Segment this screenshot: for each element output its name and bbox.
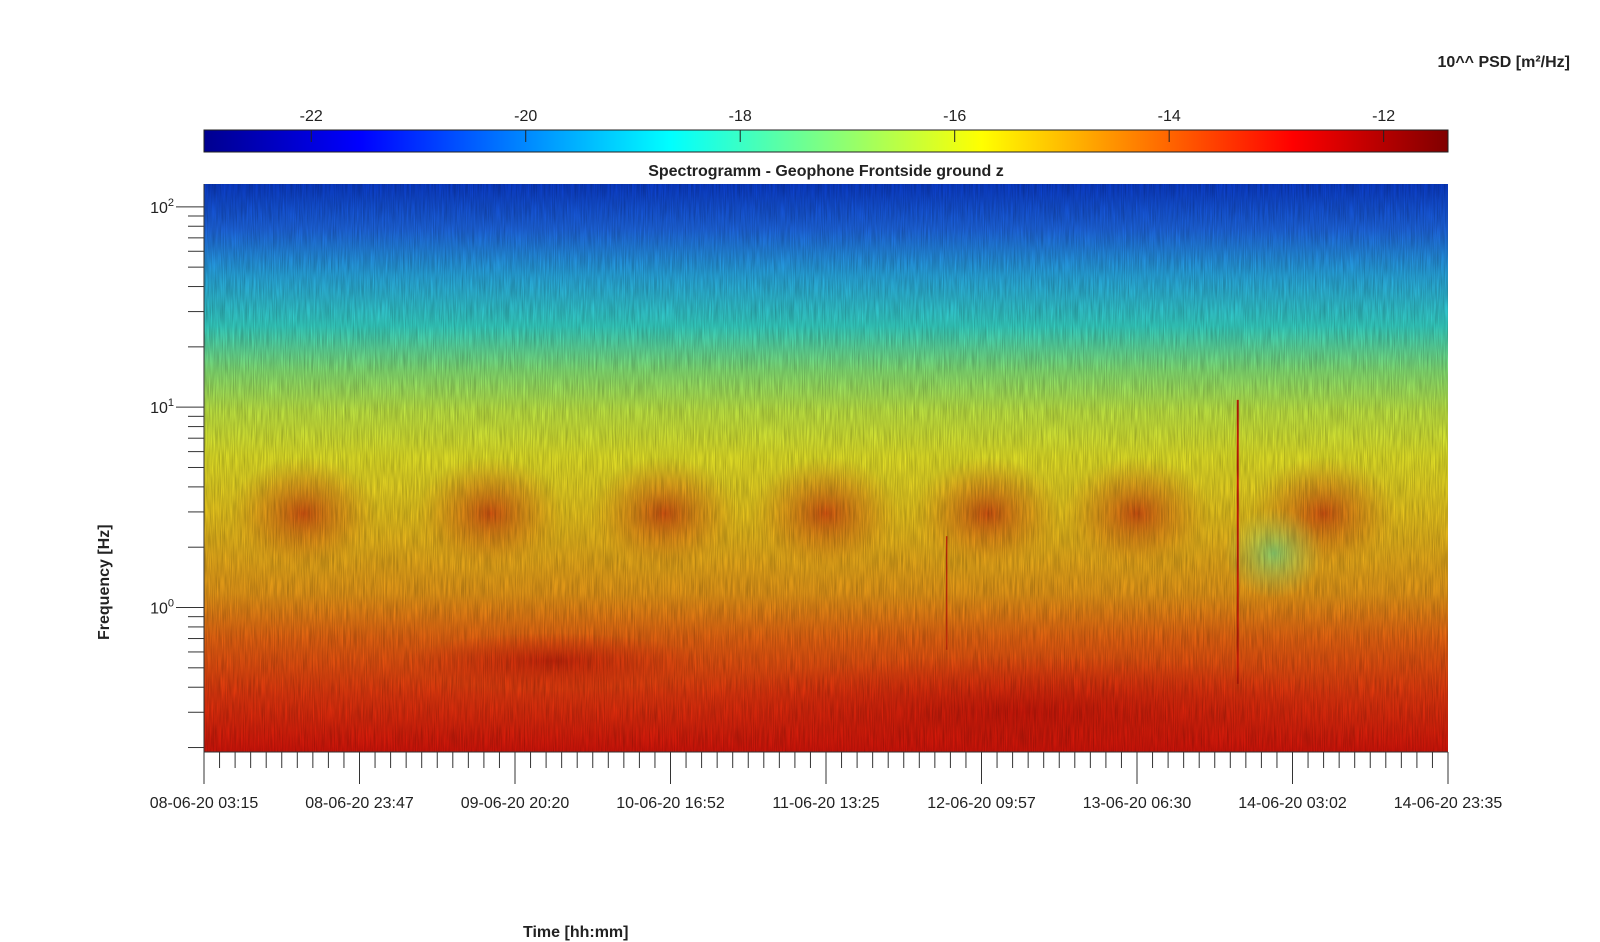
colorbar-tick-label: -22 xyxy=(300,108,323,125)
colorbar-tick-label: -14 xyxy=(1158,108,1181,125)
colorbar-title: 10^^ PSD [m²/Hz] xyxy=(1437,54,1570,71)
x-tick-label: 08-06-20 03:15 xyxy=(150,795,259,812)
colorbar-tick-label: -12 xyxy=(1372,108,1395,125)
chart-title: Spectrogramm - Geophone Frontside ground… xyxy=(648,163,1004,180)
x-tick-label: 09-06-20 20:20 xyxy=(461,795,570,812)
y-tick-label: 100 xyxy=(150,598,174,618)
x-axis-ticks: 08-06-20 03:15 08-06-20 23:47 09-06-20 20:… xyxy=(150,752,1503,812)
colorbar-tick-label: -18 xyxy=(729,108,752,125)
x-tick-label: 10-06-20 16:52 xyxy=(616,795,725,812)
x-tick-label: 13-06-20 06:30 xyxy=(1083,795,1192,812)
x-axis-label: Time [hh:mm] xyxy=(523,924,629,941)
y-tick-label: 102 xyxy=(150,197,174,217)
x-tick-label: 14-06-20 23:35 xyxy=(1394,795,1503,812)
colorbar-ticks: -22 -20 -18 -16 -14 -12 xyxy=(300,108,1395,142)
y-tick-label: 101 xyxy=(150,397,174,417)
y-axis-ticks: 102 101 100 xyxy=(150,197,204,749)
x-tick-label: 12-06-20 09:57 xyxy=(927,795,1036,812)
x-tick-label: 08-06-20 23:47 xyxy=(305,795,414,812)
colorbar-tick-label: -20 xyxy=(514,108,537,125)
colorbar-tick-label: -16 xyxy=(943,108,966,125)
x-tick-label: 11-06-20 13:25 xyxy=(772,795,879,812)
colorbar xyxy=(203,129,1449,153)
x-tick-label: 14-06-20 03:02 xyxy=(1238,795,1347,812)
spectrogram-image xyxy=(204,184,1448,752)
